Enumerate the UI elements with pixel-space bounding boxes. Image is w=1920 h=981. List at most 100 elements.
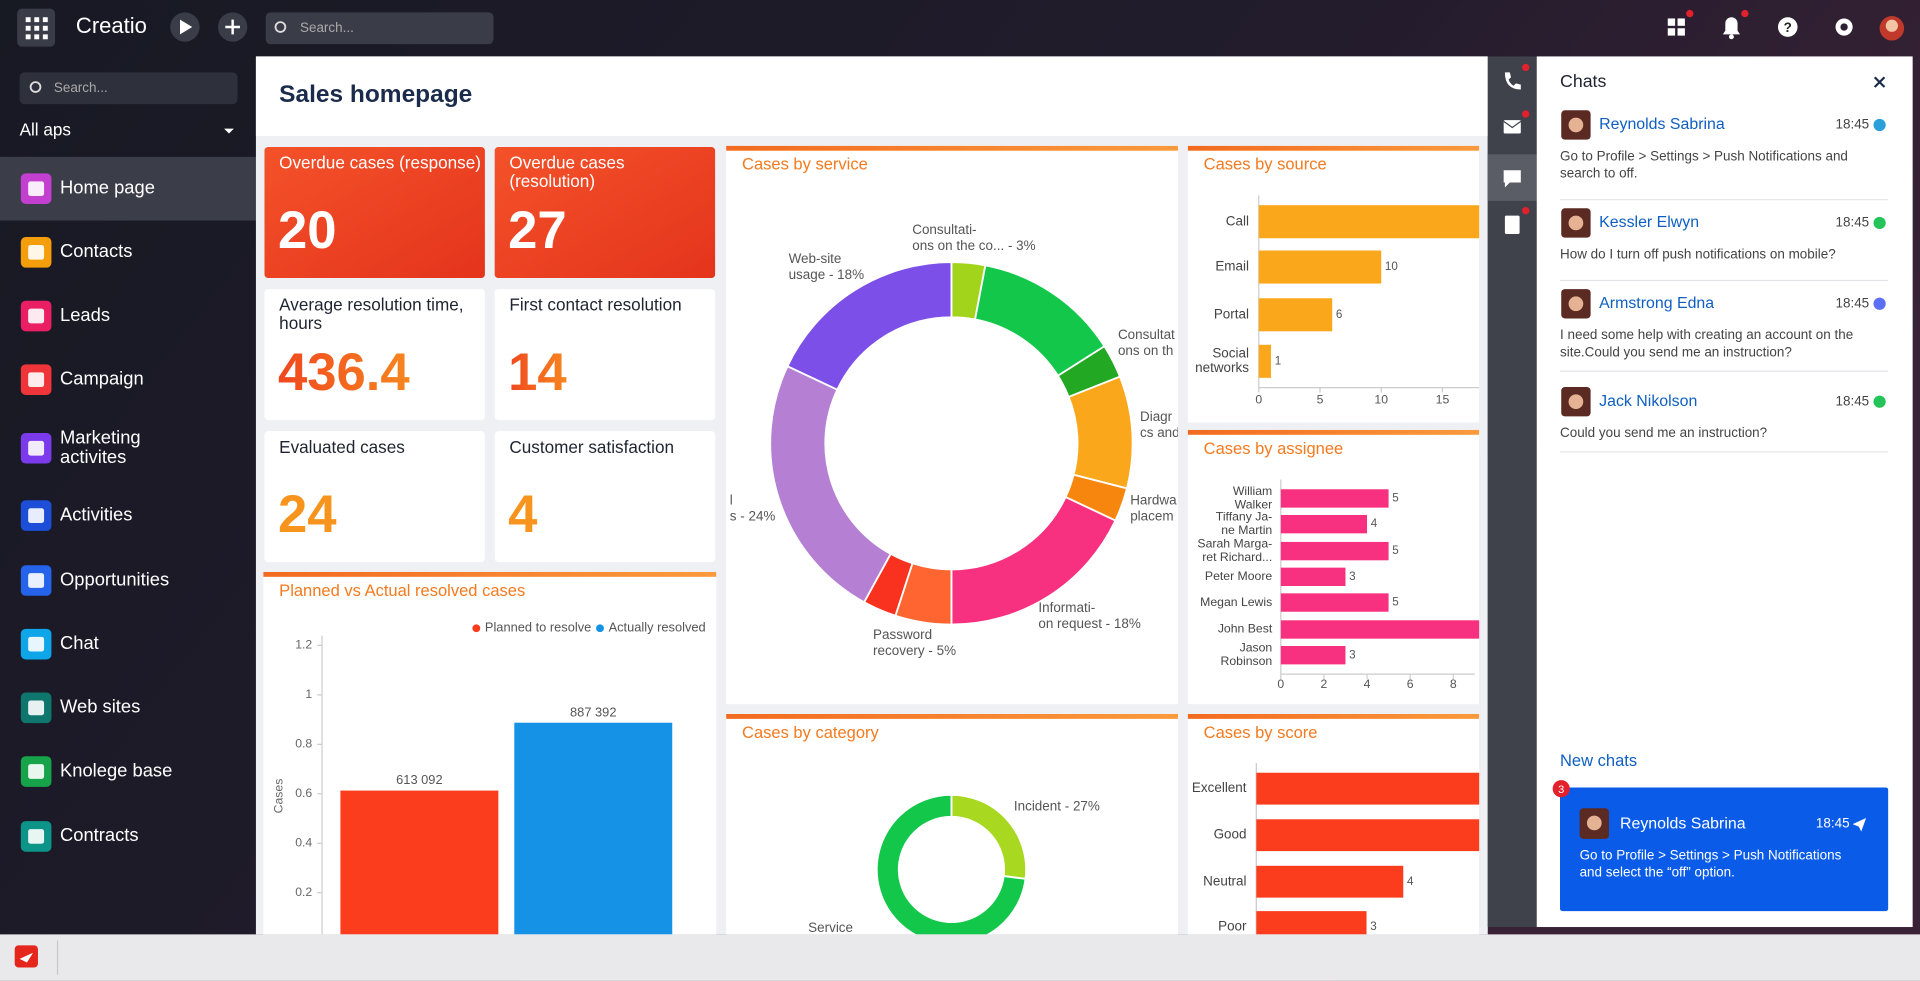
category-label: Peter Moore: [1205, 569, 1273, 583]
taskbar-icon: [19, 952, 34, 963]
nav-label: Chat: [60, 632, 99, 653]
app-selector[interactable]: All aps: [20, 120, 71, 140]
category-label: Email: [1215, 259, 1249, 274]
segment-label: Diagr: [1140, 409, 1173, 424]
category-label: Walker: [1235, 497, 1273, 511]
x-tick-label: 15: [1436, 393, 1450, 407]
value-label: 3: [1349, 648, 1355, 661]
bar: [1280, 620, 1480, 639]
chat-time: 18:45: [1836, 215, 1870, 230]
avatar-face: [1568, 296, 1584, 312]
nav-icon-glyph: [28, 181, 45, 197]
value-label: 3: [1370, 920, 1376, 933]
nav-label: Web sites: [60, 696, 140, 717]
kpi-title: First contact resolution: [509, 295, 681, 315]
kpi-title: Average resolution time,: [279, 295, 463, 315]
legend-marker: [472, 624, 481, 633]
bar: [1280, 514, 1368, 534]
segment-label: Service: [808, 920, 853, 935]
nav-icon-glyph: [28, 508, 45, 523]
kpi-value: 4: [508, 485, 537, 544]
x-tick-label: 2: [1321, 677, 1328, 691]
bar: [1256, 819, 1480, 852]
donut-segment: [875, 793, 1027, 935]
bar: [514, 722, 673, 935]
nav-icon-glyph: [28, 308, 45, 324]
chat-message: Go to Profile > Settings > Push Notifica…: [1560, 148, 1848, 163]
category-label: networks: [1195, 360, 1249, 375]
nav-icon-glyph: [28, 573, 45, 588]
chat-time: 18:45: [1836, 393, 1870, 408]
card-stripe: [1187, 145, 1480, 151]
chat-message: How do I turn off push notifications on …: [1560, 246, 1836, 261]
rail: [1487, 56, 1537, 928]
chart-card: Cases by service Consultati-ons on the co…: [726, 145, 1178, 705]
segment-label: ons on th: [1118, 343, 1173, 358]
chart-title: Cases by service: [742, 155, 868, 174]
category-label: Portal: [1214, 306, 1249, 321]
chart-card: Planned vs Actual resolved cases 0.2 0.4 0.…: [263, 571, 717, 935]
help-glyph: ?: [1784, 20, 1792, 35]
x-tick-label: 6: [1407, 677, 1414, 691]
x-tick-label: 5: [1317, 393, 1324, 407]
chart-card: Cases by score8Excellent7Good4Neutral3Po…: [1187, 713, 1480, 935]
value-label: 5: [1392, 492, 1398, 505]
segment-label: placem: [1130, 508, 1173, 523]
chat-message: Could you send me an instruction?: [1560, 425, 1767, 440]
card-stripe: [1187, 713, 1480, 719]
x-tick-label: 4: [1364, 677, 1371, 691]
search-icon: [29, 81, 42, 93]
chat-time: 18:45: [1836, 295, 1870, 310]
new-chat-card[interactable]: [1560, 787, 1889, 912]
kpi-title: Customer satisfaction: [509, 437, 674, 457]
chat-name: Jack Nikolson: [1599, 393, 1697, 410]
kpi-value: 14: [508, 343, 567, 402]
value-label: 4: [1371, 517, 1378, 530]
kpi-card: [264, 147, 485, 279]
bar: [340, 790, 499, 935]
chart-card: Cases by source05101520Call10Email6Porta…: [1187, 145, 1480, 423]
chat-message: Go to Profile > Settings > Push Notifica…: [1580, 848, 1842, 863]
segment-label: Consultati-: [912, 222, 976, 237]
sidebar-search[interactable]: [19, 72, 238, 105]
chat-time: 18:45: [1816, 816, 1850, 831]
nav-icon-glyph: [28, 440, 45, 456]
search-icon: [274, 21, 287, 33]
segment-label: Consultat: [1118, 327, 1175, 342]
brand: Creatio: [76, 13, 147, 38]
value-label: 10: [1385, 260, 1398, 273]
category-label: Call: [1226, 213, 1249, 228]
value-label: 613 092: [396, 772, 442, 787]
kpi-card: [264, 289, 485, 421]
global-search[interactable]: [265, 12, 494, 45]
close-button[interactable]: [1873, 76, 1886, 88]
y-tick-label: 0.6: [295, 786, 312, 800]
value-label: 887 392: [570, 704, 616, 719]
category-label: Jason: [1240, 641, 1273, 655]
chat-name: Kessler Elwyn: [1599, 214, 1699, 231]
segment-label: Informati-: [1038, 600, 1095, 615]
value-label: 4: [1407, 875, 1414, 888]
kpi-value: 24: [278, 485, 337, 544]
topbar-icons: ?: [1667, 9, 1905, 41]
category-label: Social: [1212, 346, 1249, 361]
segment-label: Password: [873, 627, 932, 642]
taskbar: [0, 934, 1920, 981]
chart-title: Planned vs Actual resolved cases: [279, 581, 525, 600]
value-label: 3: [1349, 570, 1355, 583]
chart-title: Cases by source: [1204, 155, 1327, 174]
channel-icon: [1873, 118, 1886, 132]
nav-label: Contracts: [60, 824, 139, 845]
y-tick-label: 0.8: [295, 737, 312, 751]
category-label: Good: [1214, 827, 1247, 842]
y-axis-label: Cases: [271, 779, 285, 814]
y-tick-label: 0.2: [295, 885, 312, 899]
chat-name: Reynolds Sabrina: [1620, 815, 1746, 832]
kpi-value: 27: [508, 201, 567, 260]
chats-title: Chats: [1560, 71, 1606, 91]
chat-name: Armstrong Edna: [1599, 295, 1714, 312]
chart-title: Cases by score: [1204, 723, 1318, 742]
value-label: 6: [1336, 308, 1342, 321]
